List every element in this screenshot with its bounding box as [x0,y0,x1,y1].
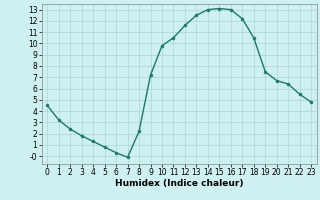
X-axis label: Humidex (Indice chaleur): Humidex (Indice chaleur) [115,179,244,188]
